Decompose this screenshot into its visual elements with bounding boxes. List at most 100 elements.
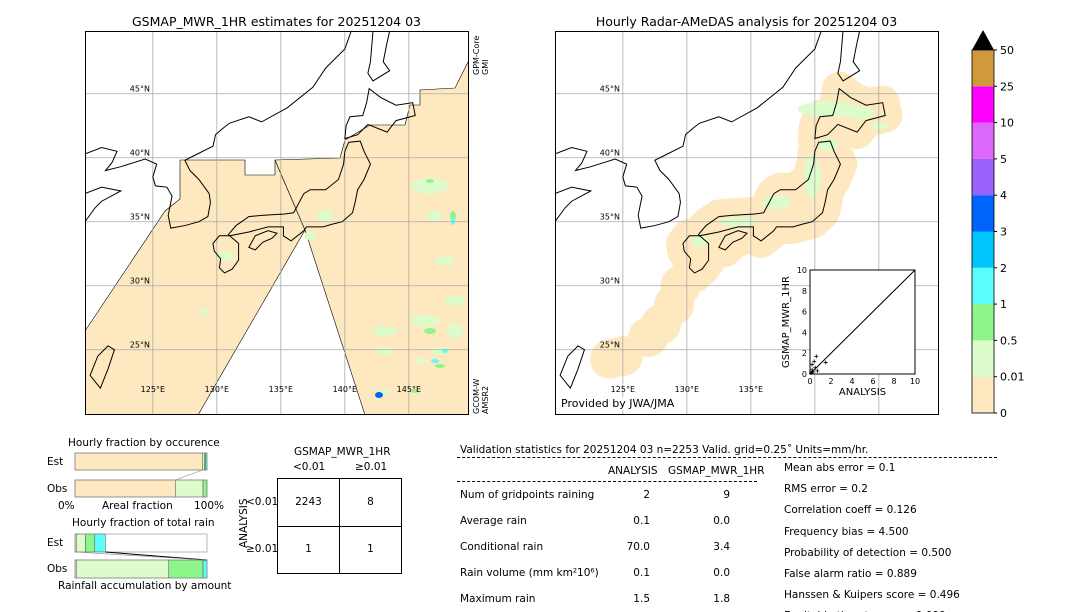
lat-label: 35°N <box>600 213 620 222</box>
score-item: Correlation coeff = 0.126 <box>784 504 917 517</box>
stats-header: Validation statistics for 20251204 03 n=… <box>460 444 869 456</box>
score-item: Probability of detection = 0.500 <box>784 546 952 559</box>
rain-patch <box>414 358 426 364</box>
occ-est-bar-frame <box>74 452 208 471</box>
stats-g: 0.0 <box>713 515 730 527</box>
coastline-kyushu <box>682 235 710 274</box>
rain-patch <box>424 328 436 334</box>
lon-label: 125°E <box>141 385 165 394</box>
scatter-point <box>813 365 818 370</box>
total-rain-title: Hourly fraction of total rain <box>72 517 215 529</box>
colorbar-segment <box>972 195 994 232</box>
coastline-sakhalin <box>367 31 391 82</box>
rain-patch <box>435 364 445 368</box>
coastline-asia <box>85 31 352 229</box>
rain-patch <box>445 296 465 306</box>
score-item: False alarm ratio = 0.889 <box>784 568 917 580</box>
cell: 2243 <box>295 496 322 508</box>
score-item: Equitable threat score = 0.099 <box>784 610 946 612</box>
colorbar-extend-arrow <box>972 30 994 50</box>
colorbar-segment <box>972 376 994 413</box>
occ-est-bar <box>202 452 205 471</box>
cell: 8 <box>367 496 374 508</box>
stats-g: 0.0 <box>713 567 730 579</box>
colorbar-label: 4 <box>1000 189 1007 202</box>
contingency-row-2: ≥0.01 <box>246 543 279 555</box>
left-map: 45°N 40°N 35°N 30°N 25°N 125°E 130°E 135°E 140°E… <box>85 31 469 415</box>
scatter-point <box>809 370 814 375</box>
scatter-point <box>812 359 817 364</box>
rain-patch <box>797 101 858 118</box>
rain-patch <box>200 308 210 314</box>
rain-patch <box>691 234 708 247</box>
score-item: Mean abs error = 0.1 <box>784 462 896 474</box>
stats-a: 0.1 <box>633 567 650 579</box>
stats-label: Rain volume (mm km²10⁶) <box>460 567 599 579</box>
colorbar-segment <box>972 158 994 196</box>
lon-label: 130°E <box>675 385 699 394</box>
coastline-taiwan <box>559 345 586 390</box>
colorbar-label: 50 <box>1000 44 1014 57</box>
divider <box>457 457 997 458</box>
stats-col-gsmap: GSMAP_MWR_1HR <box>668 465 765 477</box>
score-item: Hanssen & Kuipers score = 0.496 <box>784 589 960 602</box>
lat-label: 40°N <box>600 149 620 158</box>
stats-a: 2 <box>643 489 650 501</box>
occ-est-bar <box>74 452 203 471</box>
colorbar-segment <box>972 231 994 268</box>
coastline-taiwan <box>89 345 116 390</box>
lon-label: 145°E <box>397 385 421 394</box>
lon-label: 125°E <box>611 385 635 394</box>
x-tick-label: 10 <box>910 377 920 386</box>
lon-label: 130°E <box>205 385 229 394</box>
y-tick-label: 10 <box>797 266 807 275</box>
rain-obs-bar-frame <box>74 559 208 579</box>
scatter-point <box>823 360 828 365</box>
rain-patch <box>426 179 434 183</box>
colorbar-segment <box>972 304 994 341</box>
rain-patch <box>844 106 875 119</box>
stats-label: Maximum rain <box>460 593 536 605</box>
cell: 1 <box>305 543 312 555</box>
rain-patch <box>435 257 455 265</box>
x-tick-label: 6 <box>870 377 875 386</box>
stats-g: 9 <box>723 489 730 501</box>
rain-patch <box>411 389 419 393</box>
colorbar: 0 0.01 0.5 1 2 3 4 5 10 25 50 <box>971 30 1025 420</box>
sensor-top-1: GPM-Core <box>472 35 481 75</box>
occ-x-mid: Areal fraction <box>102 500 173 512</box>
stats-a: 70.0 <box>626 541 650 553</box>
x-tick-label: 8 <box>891 377 896 386</box>
rain-patch <box>412 178 448 194</box>
lat-label: 45°N <box>600 85 620 94</box>
colorbar-label: 0.5 <box>1000 334 1018 347</box>
scatter-point <box>810 362 815 367</box>
scatter-point <box>810 367 815 372</box>
lon-label: 135°E <box>739 385 763 394</box>
lat-label: 40°N <box>130 149 150 158</box>
rain-patch <box>817 138 838 151</box>
rain-obs-bar <box>168 559 204 579</box>
coastline-shikoku <box>248 230 278 251</box>
occ-row-est: Est <box>47 456 64 468</box>
identity-line <box>809 269 916 375</box>
sensor-top-label: GPM-Core GMI <box>472 36 490 75</box>
occ-obs-bar <box>202 479 208 498</box>
coastline-honshu <box>227 140 371 242</box>
contingency-title: GSMAP_MWR_1HR <box>294 446 391 458</box>
coastline-honshu <box>697 140 841 242</box>
rain-patch <box>377 347 393 355</box>
rain-patch <box>317 210 333 222</box>
rain-xlabel: Rainfall accumulation by amount <box>58 580 232 592</box>
rain-patch <box>304 232 316 240</box>
connector <box>74 551 208 561</box>
colorbar-segment <box>972 267 994 305</box>
colorbar-label: 1 <box>1000 298 1007 311</box>
cell: 1 <box>367 543 374 555</box>
occ-obs-bar-frame <box>74 479 208 498</box>
rain-patch <box>375 392 383 398</box>
stats-col-analysis: ANALYSIS <box>608 465 658 477</box>
y-tick-label: 8 <box>802 287 807 296</box>
coastline-hokkaido <box>814 87 886 140</box>
contingency-col-2: ≥0.01 <box>355 461 388 473</box>
